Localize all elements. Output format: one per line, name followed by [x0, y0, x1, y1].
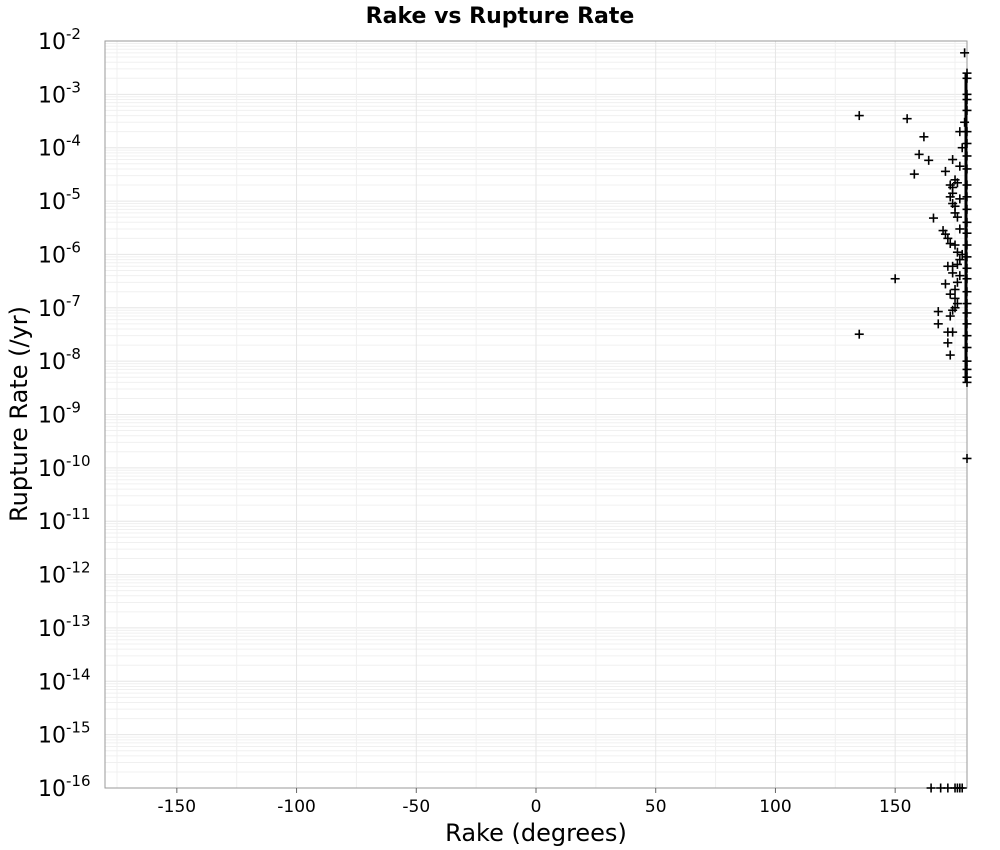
data-point [955, 194, 965, 204]
data-point [943, 233, 953, 243]
data-point [924, 155, 934, 165]
y-tick-exponent: -14 [66, 665, 91, 683]
data-point [950, 303, 960, 313]
x-tick-label: 50 [645, 797, 667, 817]
y-tick-label: 10 [38, 564, 66, 589]
y-tick-label: 10 [38, 724, 66, 749]
x-tick-label: 0 [531, 797, 542, 817]
data-point [890, 274, 900, 284]
data-point [952, 259, 962, 269]
data-point [952, 178, 962, 188]
data-point [854, 111, 864, 121]
x-tick-label: -50 [402, 797, 430, 817]
y-tick-label: 10 [38, 457, 66, 482]
y-tick-exponent: -13 [66, 612, 91, 630]
data-point [940, 279, 950, 289]
data-point [945, 350, 955, 360]
data-point [952, 212, 962, 222]
data-point [962, 453, 972, 463]
data-point [955, 224, 965, 234]
data-point [960, 48, 970, 58]
x-tick-label: -100 [277, 797, 316, 817]
data-point [957, 783, 967, 793]
data-point [909, 169, 919, 179]
y-tick-exponent: -6 [66, 238, 81, 256]
y-tick-label: 10 [38, 190, 66, 215]
grid [105, 40, 967, 789]
y-tick-label: 10 [38, 350, 66, 375]
data-point [919, 132, 929, 142]
y-tick-exponent: -2 [66, 25, 81, 43]
y-tick-label: 10 [38, 243, 66, 268]
data-point [948, 268, 958, 278]
y-tick-label: 10 [38, 30, 66, 55]
data-point [952, 277, 962, 287]
data-point [945, 311, 955, 321]
y-tick-exponent: -11 [66, 505, 91, 523]
y-tick-exponent: -4 [66, 132, 81, 150]
y-tick-label: 10 [38, 510, 66, 535]
y-tick-label: 10 [38, 297, 66, 322]
y-tick-exponent: -10 [66, 452, 91, 470]
data-point [948, 155, 958, 165]
data-point [902, 114, 912, 124]
y-axis-label: Rupture Rate (/yr) [5, 306, 33, 522]
y-tick-label: 10 [38, 670, 66, 695]
y-tick-label: 10 [38, 137, 66, 162]
x-tick-label: 100 [759, 797, 791, 817]
data-point [945, 289, 955, 299]
y-tick-exponent: -9 [66, 399, 81, 417]
data-point [950, 293, 960, 303]
x-axis-label: Rake (degrees) [445, 819, 627, 847]
data-point [950, 285, 960, 295]
data-point [955, 161, 965, 171]
data-point [933, 319, 943, 329]
data-point [945, 239, 955, 249]
y-tick-exponent: -8 [66, 345, 81, 363]
data-point [948, 327, 958, 337]
x-axis-ticks: -150 -100 -50 0 50 100 150 [158, 788, 911, 817]
data-point [914, 149, 924, 159]
data-point [955, 271, 965, 281]
y-tick-exponent: -5 [66, 185, 81, 203]
y-tick-exponent: -12 [66, 559, 91, 577]
y-tick-exponent: -7 [66, 292, 81, 310]
y-tick-exponent: -16 [66, 772, 91, 790]
data-point [854, 329, 864, 339]
y-tick-label: 10 [38, 777, 66, 802]
data-point [948, 188, 958, 198]
data-point [943, 338, 953, 348]
data-points [854, 48, 972, 793]
data-point [926, 783, 936, 793]
data-point [933, 307, 943, 317]
data-point [928, 213, 938, 223]
y-tick-exponent: -3 [66, 78, 81, 96]
x-tick-label: 150 [879, 797, 911, 817]
y-tick-label: 10 [38, 617, 66, 642]
chart-title: Rake vs Rupture Rate [366, 4, 635, 29]
data-point [940, 166, 950, 176]
data-point [950, 240, 960, 250]
data-point [952, 247, 962, 257]
y-tick-label: 10 [38, 83, 66, 108]
data-point [955, 255, 965, 265]
x-tick-label: -150 [158, 797, 197, 817]
y-tick-exponent: -15 [66, 719, 91, 737]
y-tick-label: 10 [38, 404, 66, 429]
